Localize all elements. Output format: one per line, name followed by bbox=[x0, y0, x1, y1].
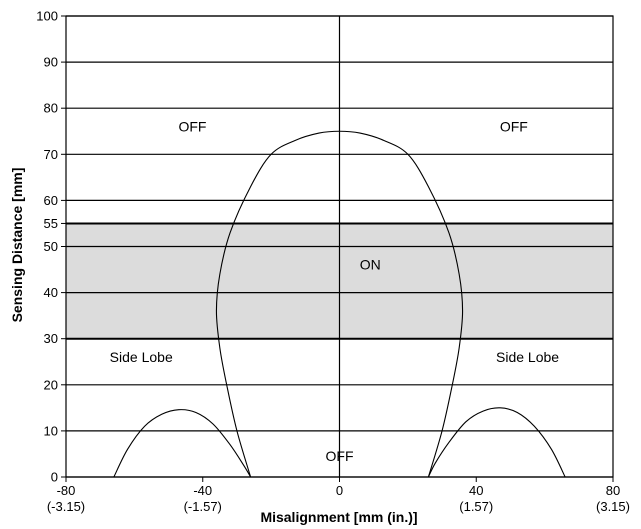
y-tick-label-100: 100 bbox=[36, 9, 58, 24]
annotation-1: OFF bbox=[500, 118, 528, 134]
annotation-3: Side Lobe bbox=[110, 349, 173, 365]
y-tick-label-40: 40 bbox=[44, 285, 58, 300]
annotation-4: Side Lobe bbox=[496, 349, 559, 365]
y-tick-label-0: 0 bbox=[51, 470, 58, 485]
annotation-5: OFF bbox=[326, 448, 354, 464]
x-axis-title: Misalignment [mm (in.)] bbox=[260, 509, 417, 525]
y-tick-label-60: 60 bbox=[44, 193, 58, 208]
y-tick-label-80: 80 bbox=[44, 101, 58, 116]
y-tick-label-20: 20 bbox=[44, 377, 58, 392]
x-tick-sublabel-1: (-1.57) bbox=[184, 499, 222, 514]
x-tick-sublabel-4: (3.15) bbox=[596, 499, 630, 514]
y-tick-label-30: 30 bbox=[44, 331, 58, 346]
x-tick-label-4: 80 bbox=[606, 483, 620, 498]
y-tick-label-10: 10 bbox=[44, 423, 58, 438]
y-tick-label-55: 55 bbox=[44, 216, 58, 231]
x-tick-sublabel-0: (-3.15) bbox=[47, 499, 85, 514]
x-tick-label-0: -80 bbox=[57, 483, 76, 498]
tick-labels: 0 10 20 30 40 50 55 60 70 80 90 100 -80(-3.15) -40(-1… bbox=[36, 9, 630, 515]
axes bbox=[61, 15, 614, 482]
annotation-2: ON bbox=[360, 257, 381, 273]
y-tick-label-90: 90 bbox=[44, 55, 58, 70]
y-axis-title: Sensing Distance [mm] bbox=[9, 168, 25, 323]
annotation-0: OFF bbox=[178, 118, 206, 134]
curve-2 bbox=[427, 407, 566, 478]
x-tick-sublabel-3: (1.57) bbox=[459, 499, 493, 514]
x-tick-label-2: 0 bbox=[336, 483, 343, 498]
annotations: OFF OFF ON Side Lobe Side Lobe OFF bbox=[110, 118, 560, 464]
y-tick-label-70: 70 bbox=[44, 147, 58, 162]
curve-1 bbox=[113, 409, 252, 478]
x-tick-label-1: -40 bbox=[193, 483, 212, 498]
x-tick-label-3: 40 bbox=[469, 483, 483, 498]
y-tick-label-50: 50 bbox=[44, 239, 58, 254]
